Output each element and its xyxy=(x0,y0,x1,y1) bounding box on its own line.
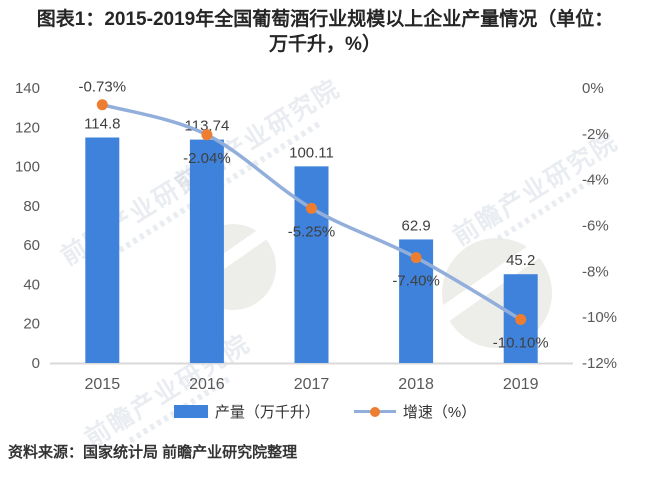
bar-2016 xyxy=(189,139,224,363)
right-axis-tick: -2% xyxy=(582,126,609,143)
category-label-2019: 2019 xyxy=(503,376,539,393)
right-axis-tick: -12% xyxy=(582,355,617,372)
chart-legend: 产量（万千升） 增速（%） xyxy=(0,401,650,422)
watermark-logo-slash xyxy=(433,239,547,326)
bar-value-label: 114.8 xyxy=(84,116,120,133)
right-axis-tick: -6% xyxy=(582,218,609,235)
line-value-label: -2.04% xyxy=(183,150,231,167)
bar-2015 xyxy=(85,137,120,363)
line-marker-2019 xyxy=(515,313,527,325)
bar-series-swatch-icon xyxy=(173,405,208,418)
line-value-label: -7.40% xyxy=(392,273,440,290)
bar-value-label: 45.2 xyxy=(506,252,535,269)
watermark-text-group: 前瞻产业研究院 xyxy=(448,126,624,251)
watermark-subtext-dots xyxy=(104,194,207,262)
bar-value-label: 100.11 xyxy=(289,144,334,161)
category-label-2017: 2017 xyxy=(294,376,330,393)
line-marker-2018 xyxy=(410,252,422,264)
category-label-2018: 2018 xyxy=(398,376,434,393)
right-axis-tick: 0% xyxy=(582,80,604,97)
chart-title-line1: 图表1：2015-2019年全国葡萄酒行业规模以上企业产量情况（单位： xyxy=(36,9,614,30)
bar-2017 xyxy=(294,166,329,363)
right-axis-tick: -4% xyxy=(582,172,609,189)
left-axis-tick: 40 xyxy=(23,276,40,293)
line-value-label: -5.25% xyxy=(288,223,336,240)
line-value-label: -10.10% xyxy=(493,334,549,351)
watermark-subtext-dots xyxy=(496,174,599,242)
left-axis-tick: 0 xyxy=(32,355,40,372)
line-marker-2017 xyxy=(306,202,317,214)
chart-title: 图表1：2015-2019年全国葡萄酒行业规模以上企业产量情况（单位： 万千升，… xyxy=(0,8,650,57)
watermark-subtext-dots xyxy=(218,121,321,189)
line-value-label: -0.73% xyxy=(79,79,127,96)
legend-item-production: 产量（万千升） xyxy=(173,401,320,422)
legend-label-growth: 增速（%） xyxy=(402,404,477,421)
line-marker-dot-icon xyxy=(369,406,380,417)
line-marker-2015 xyxy=(96,99,108,111)
left-axis-tick: 120 xyxy=(15,119,40,136)
legend-label-production: 产量（万千升） xyxy=(214,404,320,421)
data-source-note: 资料来源：国家统计局 前瞻产业研究院整理 xyxy=(8,444,298,461)
legend-item-growth: 增速（%） xyxy=(353,401,477,422)
line-series-swatch-icon xyxy=(353,406,396,417)
right-axis-tick: -8% xyxy=(582,263,609,280)
left-axis-tick: 80 xyxy=(23,198,40,215)
line-marker-2016 xyxy=(201,129,213,141)
left-axis-tick: 100 xyxy=(15,159,40,176)
category-label-2015: 2015 xyxy=(85,376,121,393)
left-axis-tick: 140 xyxy=(15,80,40,97)
category-label-2016: 2016 xyxy=(189,376,225,393)
bar-value-label: 62.9 xyxy=(401,217,430,234)
right-axis-tick: -10% xyxy=(582,309,617,326)
left-axis-tick: 20 xyxy=(23,316,40,333)
chart-title-line2: 万千升，%） xyxy=(269,33,381,55)
left-axis-tick: 60 xyxy=(23,237,40,254)
